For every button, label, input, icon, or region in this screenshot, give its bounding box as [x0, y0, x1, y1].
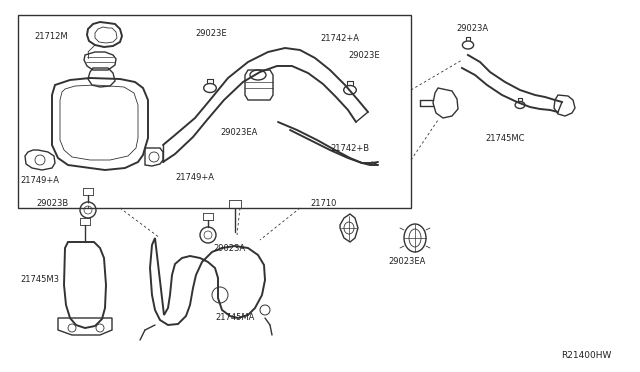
- Bar: [18, 15, 411, 208]
- Text: 21710: 21710: [310, 199, 337, 208]
- Text: 21749+A: 21749+A: [175, 173, 214, 182]
- Text: 21745MA: 21745MA: [215, 314, 254, 323]
- Text: 21749+A: 21749+A: [20, 176, 59, 185]
- Text: R21400HW: R21400HW: [562, 351, 612, 360]
- Text: 29023E: 29023E: [348, 51, 380, 60]
- Text: 21745MC: 21745MC: [485, 134, 525, 142]
- Text: 29023EA: 29023EA: [388, 257, 426, 266]
- Text: 29023A: 29023A: [456, 23, 488, 32]
- Text: 29023E: 29023E: [195, 29, 227, 38]
- Text: 21745M3: 21745M3: [20, 276, 59, 285]
- Text: 29023A: 29023A: [213, 244, 245, 253]
- Text: 29023B: 29023B: [36, 199, 68, 208]
- Text: 21742+A: 21742+A: [320, 33, 359, 42]
- Text: 21712M: 21712M: [34, 32, 68, 41]
- Text: 29023EA: 29023EA: [220, 128, 257, 137]
- Text: 21742+B: 21742+B: [330, 144, 369, 153]
